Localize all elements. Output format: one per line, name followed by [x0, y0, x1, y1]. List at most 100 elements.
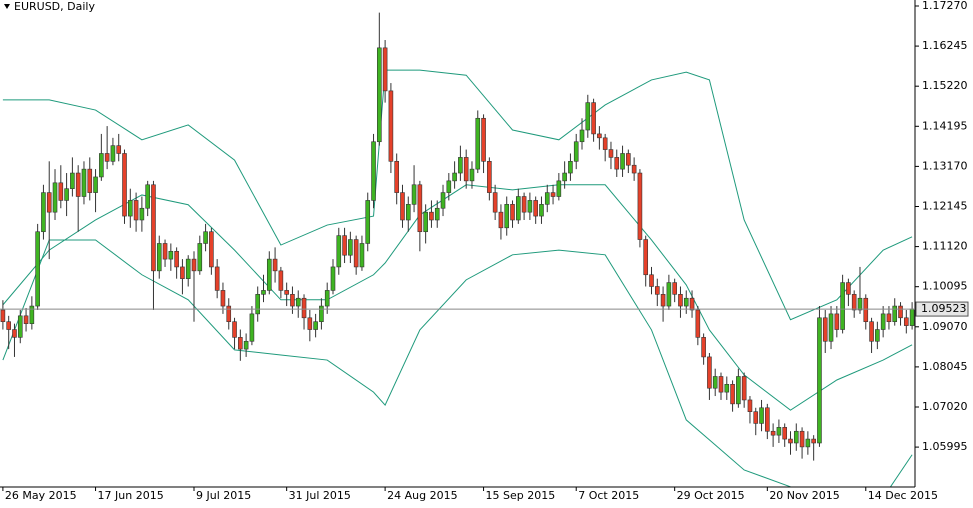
candle-body — [226, 305, 232, 323]
candle-body — [417, 184, 423, 233]
candle-body — [759, 407, 764, 424]
candle-body — [741, 376, 747, 401]
candle-body — [93, 176, 98, 193]
x-tick-label: 17 Jun 2015 — [98, 489, 164, 502]
candle-body — [133, 200, 139, 221]
candle-body — [527, 200, 533, 213]
candle-body — [892, 305, 898, 323]
candle-body — [875, 329, 880, 342]
candle-body — [811, 438, 816, 444]
candle-body — [429, 211, 434, 221]
candle-body — [87, 168, 93, 193]
candle-body — [290, 294, 295, 307]
candle-body — [180, 266, 185, 279]
candle-body — [463, 157, 469, 182]
candle-body — [238, 337, 243, 350]
candle-body — [695, 309, 701, 338]
candle-body — [17, 315, 23, 338]
candle-body — [585, 102, 591, 131]
candle-body — [544, 192, 550, 205]
candle-body — [12, 329, 17, 338]
candle-body — [41, 192, 46, 233]
candle-body — [394, 161, 399, 193]
candle-body — [388, 90, 394, 162]
menu-arrow — [4, 4, 10, 9]
candle-body — [232, 321, 237, 338]
x-tick-label: 26 May 2015 — [5, 489, 77, 502]
x-tick-label: 20 Nov 2015 — [769, 489, 839, 502]
candle-body — [591, 102, 596, 135]
candle-body — [498, 211, 504, 229]
candle-body — [139, 207, 145, 221]
candle-body — [110, 145, 116, 162]
candle-body — [324, 290, 330, 307]
candle-body — [209, 231, 214, 268]
candle-body — [458, 157, 463, 174]
candle-body — [643, 239, 649, 276]
candle-body — [400, 192, 405, 221]
candle-body — [597, 133, 602, 139]
candle-body — [568, 161, 573, 174]
candle-body — [295, 297, 301, 307]
candle-body — [828, 313, 834, 342]
candle-body — [371, 141, 376, 201]
candle-body — [104, 153, 110, 162]
candle-body — [516, 196, 521, 221]
candle-body — [278, 270, 284, 291]
band-upper — [2, 69, 913, 321]
candle-body — [776, 427, 782, 436]
candle-body — [440, 192, 446, 209]
candle-body — [660, 294, 666, 307]
candle-body — [348, 239, 353, 256]
candle-body — [510, 204, 515, 221]
candle-body — [782, 427, 787, 440]
candle-body — [359, 243, 365, 268]
plot-area — [0, 12, 915, 487]
candle-body — [29, 305, 35, 324]
candle-body — [898, 305, 903, 319]
candle-body — [602, 137, 608, 150]
candle-body — [689, 297, 695, 311]
candle-body — [99, 153, 104, 178]
y-tick-label: 1.15220 — [922, 79, 968, 92]
candle-body — [492, 192, 498, 213]
candle-body — [423, 211, 428, 233]
candle-body — [64, 188, 69, 201]
band-lower — [2, 239, 913, 487]
x-tick-label: 7 Oct 2015 — [578, 489, 639, 502]
candle-body — [261, 290, 266, 295]
candle-body — [637, 172, 643, 240]
chart-title: EURUSD, Daily — [14, 0, 95, 13]
candle-body — [672, 282, 677, 295]
candle-body — [469, 168, 475, 182]
candle-body — [614, 157, 620, 170]
y-tick-label: 1.11120 — [922, 240, 968, 253]
y-tick-label: 1.10095 — [922, 280, 968, 293]
x-tick-label: 15 Sep 2015 — [486, 489, 556, 502]
x-tick-label: 9 Jul 2015 — [196, 489, 251, 502]
candle-body — [330, 266, 336, 291]
candle-body — [0, 309, 6, 323]
candle-body — [249, 313, 255, 342]
candle-body — [863, 297, 869, 323]
candle-body — [122, 153, 127, 217]
candle-body — [793, 430, 799, 444]
candle-body — [707, 356, 712, 389]
candle-body — [840, 282, 845, 330]
candle-body — [434, 207, 440, 221]
candle-body — [116, 145, 122, 154]
candle-body — [788, 438, 793, 444]
candle-body — [678, 294, 683, 307]
x-tick-label: 29 Oct 2015 — [677, 489, 745, 502]
candle-body — [452, 172, 457, 182]
candle-body — [156, 243, 162, 272]
candle-body — [145, 184, 150, 209]
candle-body — [533, 200, 538, 217]
candle-body — [23, 315, 29, 324]
candle-body — [620, 153, 625, 170]
candle-body — [701, 337, 706, 358]
candle-body — [220, 290, 226, 307]
candle-body — [151, 184, 156, 272]
